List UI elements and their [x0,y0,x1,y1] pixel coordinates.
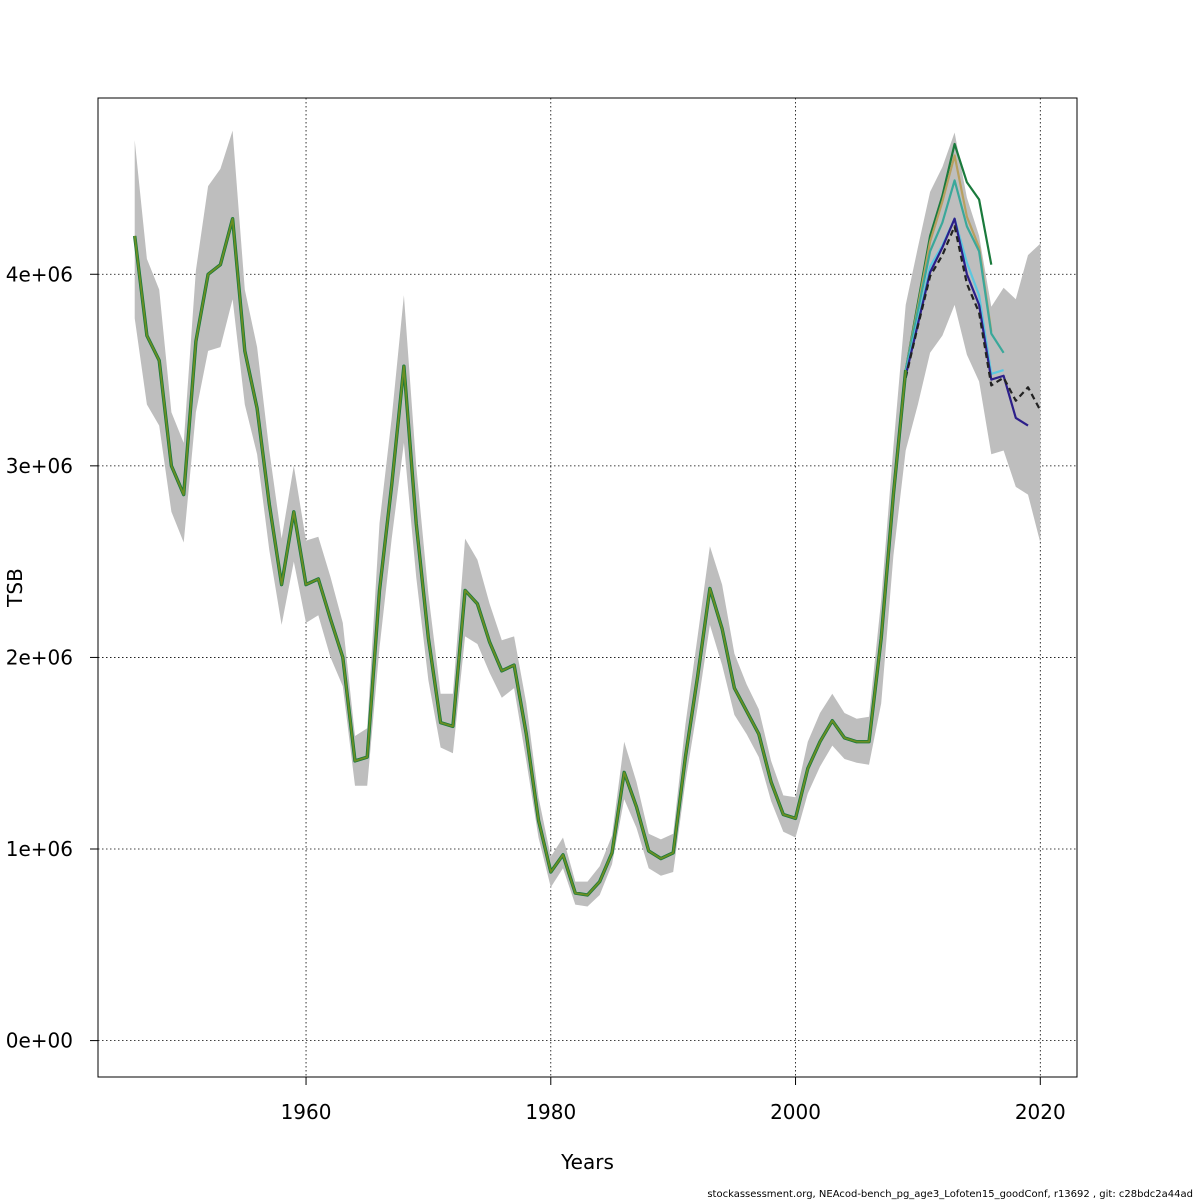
confidence-band-layer [134,130,1041,907]
y-tick-label: 0e+00 [6,1029,73,1053]
x-tick-label: 1980 [525,1100,576,1124]
x-tick-label: 2020 [1015,1100,1066,1124]
axes: 1960 1980 2000 2020 0e+00 1e+06 2e+06 3e+06 4e+0… [6,262,1066,1124]
main-series-line [133,217,907,896]
x-axis-title: Years [560,1150,614,1174]
plot-frame [97,97,1078,1078]
footer-caption: stockassessment.org, NEAcod-bench_pg_age… [707,1189,1193,1200]
retro-series-line [904,225,1042,411]
y-tick-label: 4e+06 [6,262,73,286]
y-tick-label: 3e+06 [6,454,73,478]
x-tick-label: 1960 [281,1100,332,1124]
y-axis-title: TSB [3,568,27,608]
x-tick-label: 2000 [770,1100,821,1124]
confidence-band [134,130,1041,907]
retro-series-line [904,179,1005,371]
series-layer [133,142,1042,897]
y-tick-label: 1e+06 [6,837,73,861]
y-tick-label: 2e+06 [6,645,73,669]
